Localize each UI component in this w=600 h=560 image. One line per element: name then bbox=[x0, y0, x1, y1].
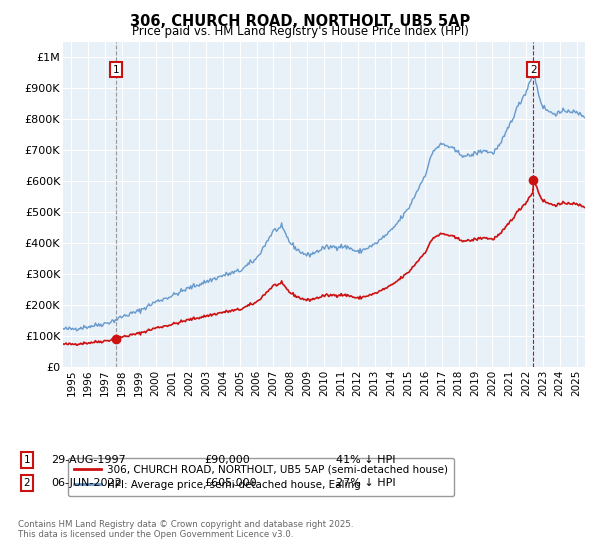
Text: 1: 1 bbox=[113, 65, 119, 75]
Text: £90,000: £90,000 bbox=[204, 455, 250, 465]
Text: 06-JUN-2022: 06-JUN-2022 bbox=[51, 478, 122, 488]
Text: 306, CHURCH ROAD, NORTHOLT, UB5 5AP: 306, CHURCH ROAD, NORTHOLT, UB5 5AP bbox=[130, 14, 470, 29]
Legend: 306, CHURCH ROAD, NORTHOLT, UB5 5AP (semi-detached house), HPI: Average price, s: 306, CHURCH ROAD, NORTHOLT, UB5 5AP (sem… bbox=[68, 458, 454, 496]
Text: 41% ↓ HPI: 41% ↓ HPI bbox=[336, 455, 395, 465]
Text: 2: 2 bbox=[23, 478, 31, 488]
Text: Contains HM Land Registry data © Crown copyright and database right 2025.
This d: Contains HM Land Registry data © Crown c… bbox=[18, 520, 353, 539]
Text: 2: 2 bbox=[530, 65, 536, 75]
Text: 29-AUG-1997: 29-AUG-1997 bbox=[51, 455, 126, 465]
Text: 27% ↓ HPI: 27% ↓ HPI bbox=[336, 478, 395, 488]
Text: 1: 1 bbox=[23, 455, 31, 465]
Text: Price paid vs. HM Land Registry's House Price Index (HPI): Price paid vs. HM Land Registry's House … bbox=[131, 25, 469, 38]
Text: £605,000: £605,000 bbox=[204, 478, 257, 488]
